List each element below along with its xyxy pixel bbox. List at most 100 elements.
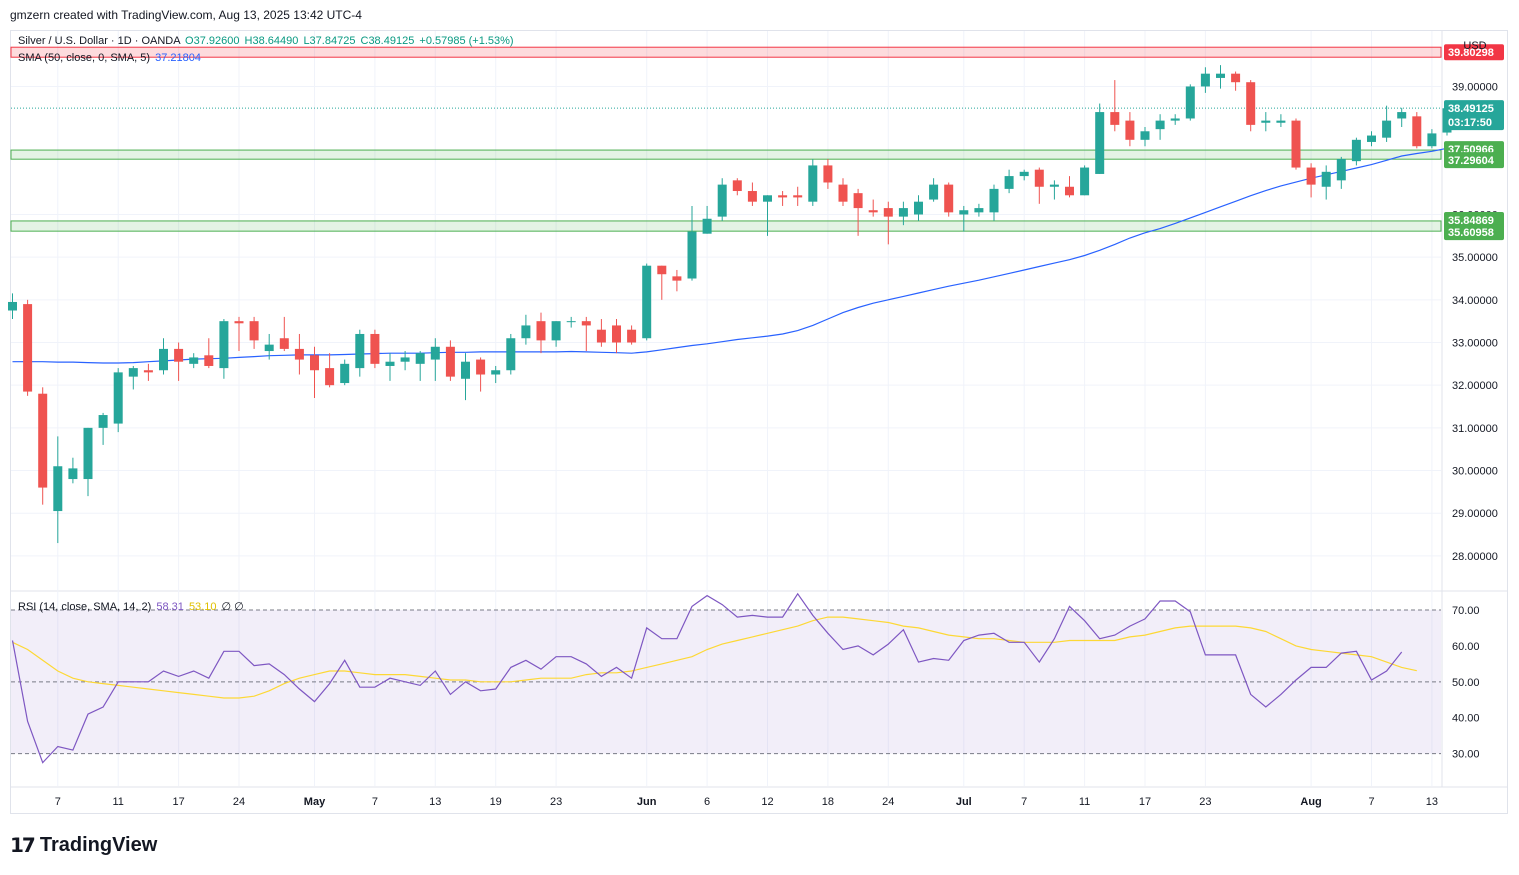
support-price-tag: 35.60958 (1448, 227, 1494, 239)
price-axis: 28.00000 29.00000 30.00000 31.00000 32.00000… (1452, 81, 1498, 760)
time-tick-label: 7 (55, 796, 61, 808)
time-axis: 7 11 17 24 May 7 13 19 23 Jun 6 12 18 24 Jul 7 11 17 23 Aug… (55, 796, 1438, 808)
time-tick-label: 17 (172, 796, 184, 808)
candle-body (1276, 120, 1286, 123)
sma-line-layer (12, 147, 1448, 364)
time-tick-label: 11 (112, 796, 123, 808)
candle-body (279, 338, 289, 349)
candle-body (445, 346, 455, 377)
price-tick-label: 28.00000 (1452, 551, 1498, 563)
support-price-tag: 35.84869 (1448, 215, 1494, 227)
tradingview-logo-icon: 𝟭𝟳 (10, 835, 36, 857)
symbol-name: Silver / U.S. Dollar · 1D · OANDA (18, 35, 180, 47)
candle-body (612, 325, 621, 343)
candle-body (430, 346, 440, 360)
candle-body (642, 265, 652, 339)
candle-body (657, 265, 667, 275)
candle-body (189, 357, 199, 364)
candle-body (1351, 139, 1361, 162)
candle-body (959, 210, 969, 215)
resistance-price-tag: 39.80298 (1448, 47, 1494, 59)
last-price-tag: 38.49125 (1448, 103, 1494, 115)
candle-body (113, 372, 123, 424)
candle-body (778, 195, 788, 198)
candle-body (355, 333, 365, 369)
support-zone (10, 220, 1442, 232)
time-tick-label: 19 (490, 796, 502, 808)
candle-body (1367, 135, 1376, 142)
candle-body (476, 359, 486, 375)
gridlines (10, 30, 1508, 788)
ohlc-change: +0.57985 (+1.53%) (419, 35, 514, 47)
time-tick-label: Jun (637, 796, 657, 808)
price-tags: 39.8029837.5096637.2960435.8486935.60958… (1444, 44, 1504, 241)
candle-body (415, 353, 425, 364)
candle-body (340, 363, 350, 384)
candle-body (914, 201, 923, 215)
candle-body (596, 329, 606, 343)
chart-frame[interactable] (10, 30, 1508, 814)
candle-body (1412, 116, 1422, 147)
price-tick-label: 34.00000 (1452, 295, 1498, 307)
candle-body (1065, 186, 1074, 196)
rsi-pane (11, 592, 1441, 764)
candle-body (461, 361, 470, 379)
price-tick-label: 35.00000 (1452, 252, 1498, 264)
time-tick-label: 24 (882, 796, 894, 808)
rsi-tick-label: 50.00 (1452, 677, 1480, 689)
candle-body (853, 193, 863, 209)
rsi-legend[interactable]: RSI (14, close, SMA, 14, 2) 58.31 53.10 … (18, 600, 244, 613)
candle-body (1382, 120, 1392, 138)
candle-body (1231, 73, 1241, 83)
candle-body (1427, 133, 1437, 147)
candle-body (883, 208, 893, 217)
candle-body (83, 427, 93, 480)
rsi-line (11, 592, 1403, 764)
candle-body (808, 165, 818, 202)
ohlc-low: L37.84725 (303, 35, 356, 47)
candle-body (989, 188, 999, 213)
time-tick-label: 17 (1139, 796, 1151, 808)
support-price-tag-bg (1444, 152, 1504, 169)
rsi-value: 58.31 (156, 601, 184, 613)
price-tick-label: 30.00000 (1452, 466, 1498, 478)
candle-body (551, 321, 561, 341)
price-tick-label: 32.00000 (1452, 380, 1498, 392)
candle-body (491, 370, 501, 375)
candle-body (1246, 82, 1256, 125)
candle-body (763, 195, 772, 202)
price-tick-label: 39.00000 (1452, 81, 1498, 93)
candle-body (1034, 169, 1044, 187)
candle-body (521, 325, 531, 339)
candle-body (68, 468, 78, 480)
time-tick-label: 24 (233, 796, 245, 808)
sma-line (12, 147, 1448, 364)
candle-body (898, 208, 908, 217)
candle-body (687, 231, 697, 279)
candle-body (234, 321, 244, 324)
sma-label: SMA (50, close, 0, SMA, 5) (18, 52, 151, 64)
time-tick-label: 12 (761, 796, 773, 808)
created-with-header: gmzern created with TradingView.com, Aug… (10, 8, 362, 22)
candle-body (702, 218, 712, 234)
support-price-tag-bg (1444, 211, 1504, 228)
candle-body (823, 165, 833, 183)
candle-body (506, 338, 516, 371)
tradingview-logo-text: TradingView (39, 834, 158, 856)
last-price-tag-bg (1444, 100, 1504, 131)
time-tick-label: May (304, 796, 326, 808)
candle-body (717, 184, 727, 217)
candle-body (219, 321, 229, 369)
candle-body (1019, 171, 1029, 177)
candle-body (128, 368, 138, 377)
candle-body (23, 304, 33, 392)
time-tick-label: 7 (1021, 796, 1027, 808)
sma-legend[interactable]: SMA (50, close, 0, SMA, 5) 37.21804 (18, 52, 201, 64)
time-tick-label: 13 (1426, 796, 1438, 808)
time-tick-label: 23 (1199, 796, 1211, 808)
countdown-tag: 03:17:50 (1448, 117, 1492, 129)
currency-button[interactable]: USD (1463, 40, 1487, 52)
rsi-sma-value: 53.10 (188, 601, 217, 613)
candle-body (249, 321, 259, 341)
